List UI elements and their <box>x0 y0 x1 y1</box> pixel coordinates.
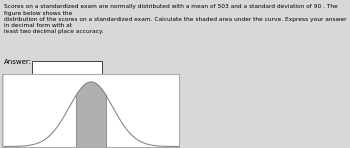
Text: Answer:: Answer: <box>4 59 32 65</box>
Text: Scores on a standardized exam are normally distributed with a mean of 503 and a : Scores on a standardized exam are normal… <box>4 4 346 34</box>
